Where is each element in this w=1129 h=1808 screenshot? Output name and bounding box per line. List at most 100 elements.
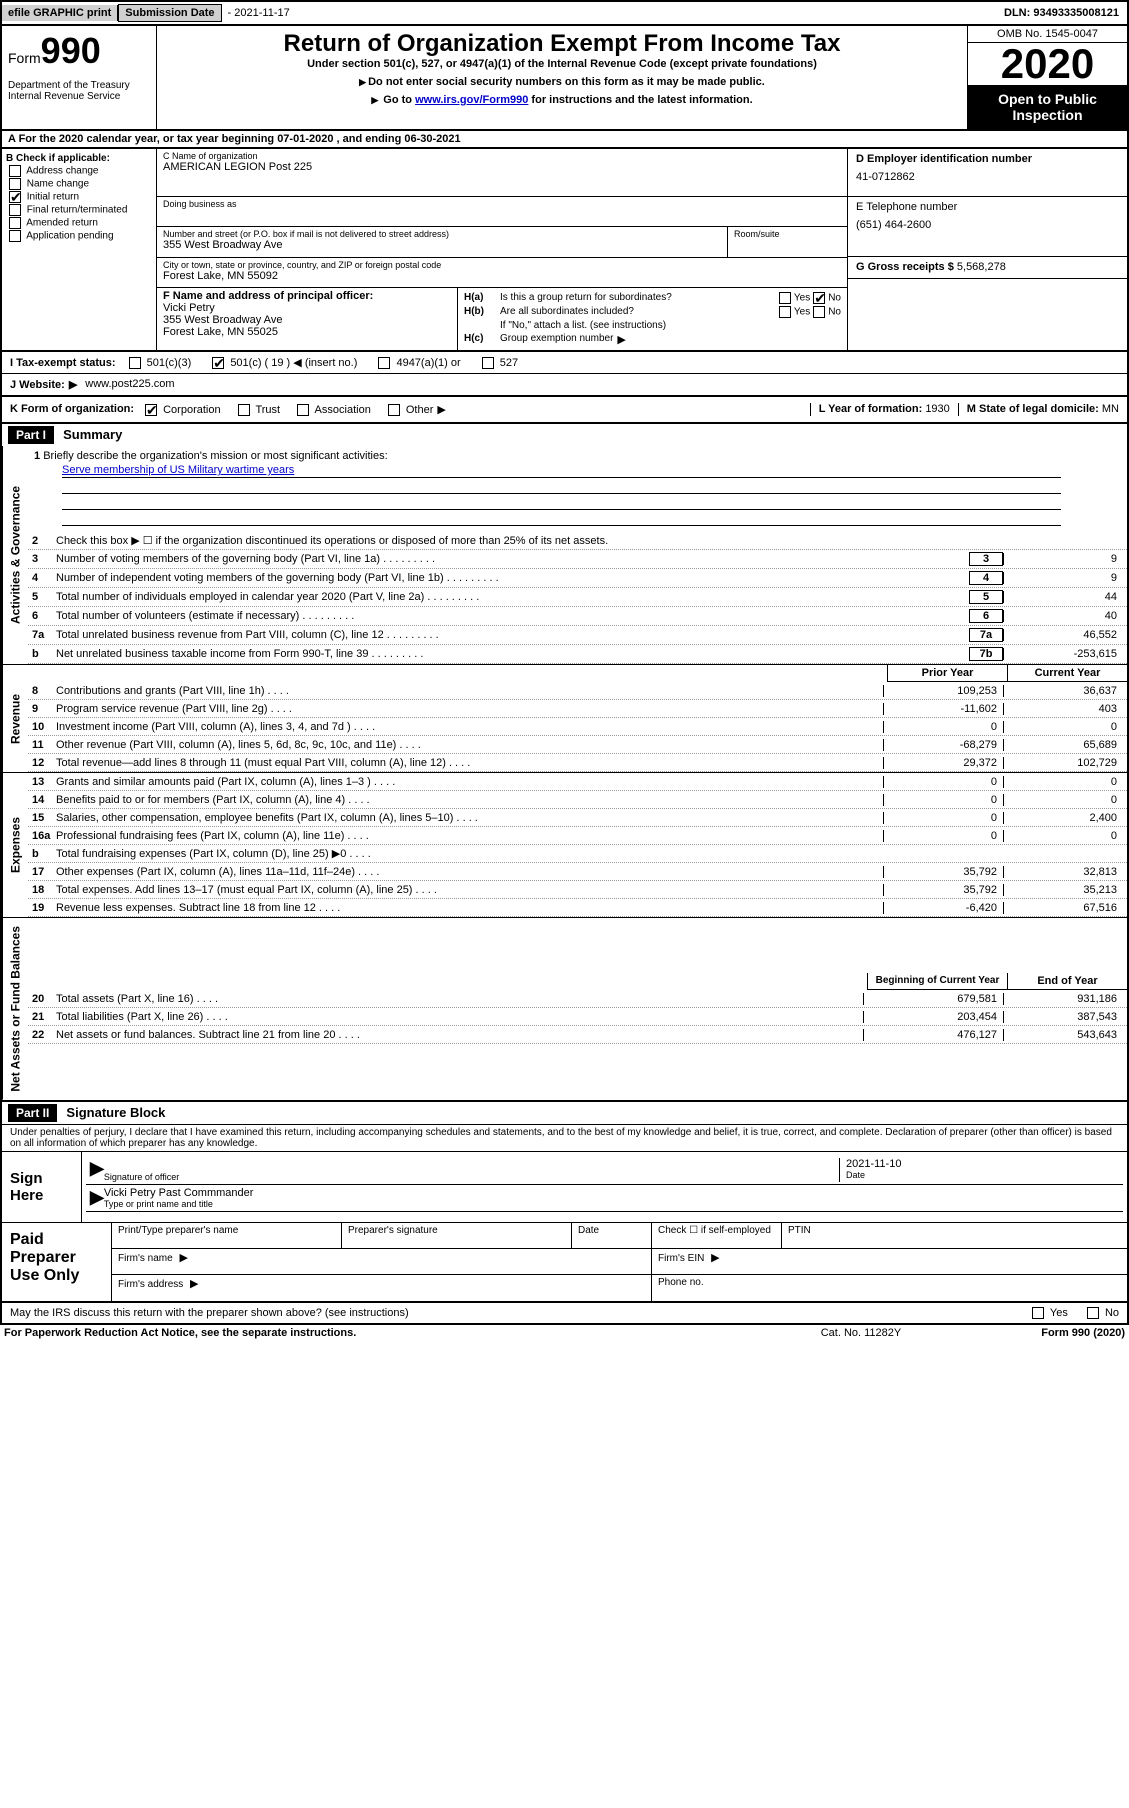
summary-line: 11Other revenue (Part VIII, column (A), …	[28, 736, 1127, 754]
discuss-yes[interactable]: Yes	[1029, 1307, 1068, 1319]
part1-revenue: Revenue Prior Year Current Year 8Contrib…	[0, 665, 1129, 773]
box-c: C Name of organization AMERICAN LEGION P…	[157, 149, 847, 350]
box-b-opt[interactable]: Name change	[6, 178, 152, 190]
status-501c[interactable]: 501(c) ( 19 ) ◀ (insert no.)	[209, 356, 357, 369]
section-a: A For the 2020 calendar year, or tax yea…	[0, 131, 1129, 149]
summary-line: bNet unrelated business taxable income f…	[28, 645, 1127, 664]
summary-line: 14Benefits paid to or for members (Part …	[28, 791, 1127, 809]
sig-arrow-icon-2: ▶	[90, 1187, 104, 1209]
firm-addr-cell: Firm's address	[112, 1275, 652, 1301]
prep-row-1: Print/Type preparer's name Preparer's si…	[112, 1223, 1127, 1249]
form-org-opt[interactable]: Other	[385, 404, 446, 416]
officer-box: F Name and address of principal officer:…	[157, 288, 457, 350]
hb-yes[interactable]: Yes	[776, 306, 810, 318]
cat-no: Cat. No. 11282Y	[821, 1327, 902, 1339]
open-public: Open to Public Inspection	[968, 85, 1127, 129]
efile-label: efile GRAPHIC print	[2, 5, 118, 21]
main-title: Return of Organization Exempt From Incom…	[165, 30, 959, 58]
summary-line: 4Number of independent voting members of…	[28, 569, 1127, 588]
summary-line: 8Contributions and grants (Part VIII, li…	[28, 682, 1127, 700]
state-domicile: M State of legal domicile: MN	[958, 403, 1119, 416]
discuss-no[interactable]: No	[1084, 1307, 1119, 1319]
paid-prep-label: Paid Preparer Use Only	[2, 1223, 112, 1301]
website-row: J Website: www.post225.com	[0, 374, 1129, 397]
box-b-opt[interactable]: Address change	[6, 165, 152, 177]
rev-content: Prior Year Current Year 8Contributions a…	[28, 665, 1127, 772]
gross-value: 5,568,278	[957, 261, 1006, 273]
ein-box: D Employer identification number 41-0712…	[848, 149, 1127, 197]
status-label: I Tax-exempt status:	[10, 357, 116, 369]
form-number: 990	[41, 30, 101, 71]
officer-name-title: Vicki Petry Past Commmander	[104, 1187, 1119, 1199]
sig-arrow-icon: ▶	[90, 1158, 104, 1182]
vtab-expenses: Expenses	[2, 773, 28, 917]
firm-name-cell: Firm's name	[112, 1249, 652, 1274]
summary-line: 10Investment income (Part VIII, column (…	[28, 718, 1127, 736]
prep-row-3: Firm's address Phone no.	[112, 1275, 1127, 1301]
form990-link[interactable]: www.irs.gov/Form990	[415, 94, 528, 106]
form-org-opt[interactable]: Corporation	[142, 404, 221, 416]
box-b-opt[interactable]: Final return/terminated	[6, 204, 152, 216]
title-box: Return of Organization Exempt From Incom…	[157, 26, 967, 129]
sig-line-1: ▶ Signature of officer 2021-11-10Date	[86, 1156, 1123, 1185]
part1-header: Part I Summary	[0, 424, 1129, 446]
box-b-opt[interactable]: Amended return	[6, 217, 152, 229]
status-501c3[interactable]: 501(c)(3)	[126, 357, 192, 369]
prep-content: Print/Type preparer's name Preparer's si…	[112, 1223, 1127, 1301]
status-527[interactable]: 527	[479, 357, 518, 369]
sign-here-label: Sign Here	[2, 1152, 82, 1222]
exp-content: 13Grants and similar amounts paid (Part …	[28, 773, 1127, 917]
discuss-text: May the IRS discuss this return with the…	[10, 1307, 409, 1319]
net-content: Beginning of Current Year End of Year 20…	[28, 973, 1127, 1044]
header: Form990 Department of the Treasury Inter…	[0, 26, 1129, 131]
subtitle: Under section 501(c), 527, or 4947(a)(1)…	[165, 58, 959, 70]
city-label: City or town, state or province, country…	[163, 260, 841, 270]
status-4947[interactable]: 4947(a)(1) or	[375, 357, 460, 369]
ein-label: D Employer identification number	[856, 153, 1119, 165]
summary-line: bTotal fundraising expenses (Part IX, co…	[28, 845, 1127, 863]
paid-preparer-block: Paid Preparer Use Only Print/Type prepar…	[0, 1223, 1129, 1303]
name-label: C Name of organization	[163, 151, 841, 161]
part2-header: Part II Signature Block	[0, 1102, 1129, 1125]
org-name: AMERICAN LEGION Post 225	[163, 161, 841, 173]
type-label: Type or print name and title	[104, 1199, 1119, 1209]
gov-content: 1 Briefly describe the organization's mi…	[28, 446, 1127, 664]
year-box: OMB No. 1545-0047 2020 Open to Public In…	[967, 26, 1127, 129]
main-info-grid: B Check if applicable: Address change Na…	[0, 149, 1129, 352]
box-b-opt[interactable]: Application pending	[6, 230, 152, 242]
addr-value: 355 West Broadway Ave	[163, 239, 721, 251]
ha-yes[interactable]: Yes	[776, 292, 810, 304]
room-label: Room/suite	[734, 229, 841, 239]
form-990: Form990	[8, 30, 150, 72]
part2-hdr: Part II	[8, 1104, 57, 1122]
summary-line: 9Program service revenue (Part VIII, lin…	[28, 700, 1127, 718]
addr-row: Number and street (or P.O. box if mail i…	[157, 227, 847, 258]
line-2: 2Check this box ▶ ☐ if the organization …	[28, 532, 1127, 550]
box-b-opt[interactable]: Initial return	[6, 191, 152, 203]
sig-date: 2021-11-10	[846, 1158, 1119, 1170]
summary-line: 22Net assets or fund balances. Subtract …	[28, 1026, 1127, 1044]
top-bar: efile GRAPHIC print Submission Date - 20…	[0, 0, 1129, 26]
summary-line: 6Total number of volunteers (estimate if…	[28, 607, 1127, 626]
summary-line: 12Total revenue—add lines 8 through 11 (…	[28, 754, 1127, 772]
hb-no[interactable]: No	[810, 306, 841, 318]
discuss-row: May the IRS discuss this return with the…	[0, 1303, 1129, 1325]
ha-no[interactable]: No	[810, 292, 841, 304]
officer-label: F Name and address of principal officer:	[163, 290, 451, 302]
ptin-cell: PTIN	[782, 1223, 1127, 1248]
website-value[interactable]: www.post225.com	[85, 378, 174, 391]
tax-year: 2020	[968, 43, 1127, 85]
box-b: B Check if applicable: Address change Na…	[2, 149, 157, 350]
form-org-row: K Form of organization: Corporation Trus…	[0, 397, 1129, 424]
subdate-value: - 2021-11-17	[222, 5, 296, 21]
col-prior: Prior Year	[887, 665, 1007, 682]
form-org-opt[interactable]: Trust	[235, 404, 281, 416]
hc-text: Group exemption number	[500, 333, 613, 346]
summary-line: 19Revenue less expenses. Subtract line 1…	[28, 899, 1127, 917]
form-org-opt[interactable]: Association	[294, 404, 371, 416]
website-label: J Website:	[10, 378, 77, 391]
footer: For Paperwork Reduction Act Notice, see …	[0, 1325, 1129, 1341]
note2-suffix: for instructions and the latest informat…	[528, 94, 752, 106]
part1-netassets: Net Assets or Fund Balances Beginning of…	[0, 918, 1129, 1102]
hc-label: H(c)	[464, 333, 500, 346]
